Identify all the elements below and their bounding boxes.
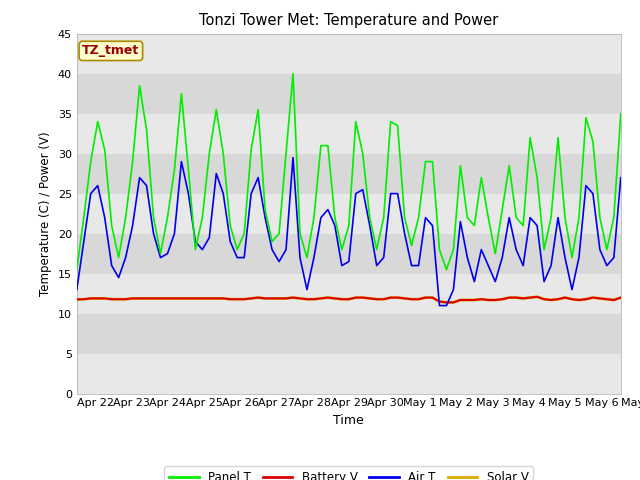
Battery V xyxy=(220,296,227,301)
Solar V xyxy=(296,296,304,301)
X-axis label: Time: Time xyxy=(333,414,364,427)
Bar xyxy=(77,73,621,114)
Air T xyxy=(436,303,444,309)
Solar V xyxy=(220,296,227,301)
Solar V xyxy=(205,296,213,301)
Solar V xyxy=(73,297,81,303)
Solar V xyxy=(289,295,297,300)
Air T xyxy=(394,191,401,196)
Panel T xyxy=(220,151,227,156)
Text: TZ_tmet: TZ_tmet xyxy=(82,44,140,58)
Panel T xyxy=(296,231,304,237)
Panel T xyxy=(617,111,625,117)
Air T xyxy=(289,155,297,160)
Air T xyxy=(220,191,227,196)
Bar xyxy=(77,354,621,394)
Solar V xyxy=(443,300,451,305)
Bar xyxy=(77,154,621,193)
Air T xyxy=(73,287,81,292)
Solar V xyxy=(387,295,394,300)
Bar xyxy=(77,34,621,73)
Battery V xyxy=(443,300,451,305)
Y-axis label: Temperature (C) / Power (V): Temperature (C) / Power (V) xyxy=(39,132,52,296)
Battery V xyxy=(289,295,297,300)
Battery V xyxy=(296,296,304,301)
Air T xyxy=(617,175,625,180)
Battery V xyxy=(73,296,81,302)
Air T xyxy=(303,287,311,292)
Air T xyxy=(296,255,304,261)
Solar V xyxy=(477,296,485,302)
Battery V xyxy=(387,295,394,300)
Panel T xyxy=(205,151,213,156)
Line: Panel T: Panel T xyxy=(77,73,621,270)
Battery V xyxy=(477,296,485,302)
Panel T xyxy=(73,267,81,273)
Air T xyxy=(205,235,213,240)
Panel T xyxy=(477,175,485,180)
Panel T xyxy=(394,123,401,129)
Solar V xyxy=(533,294,541,300)
Panel T xyxy=(289,71,297,76)
Legend: Panel T, Battery V, Air T, Solar V: Panel T, Battery V, Air T, Solar V xyxy=(164,466,533,480)
Bar xyxy=(77,274,621,313)
Title: Tonzi Tower Met: Temperature and Power: Tonzi Tower Met: Temperature and Power xyxy=(199,13,499,28)
Bar xyxy=(77,193,621,234)
Solar V xyxy=(617,295,625,300)
Battery V xyxy=(617,295,625,300)
Battery V xyxy=(205,296,213,301)
Line: Battery V: Battery V xyxy=(77,297,621,302)
Battery V xyxy=(533,294,541,300)
Panel T xyxy=(303,255,311,261)
Bar xyxy=(77,313,621,354)
Line: Solar V: Solar V xyxy=(77,297,621,302)
Bar xyxy=(77,114,621,154)
Bar xyxy=(77,234,621,274)
Air T xyxy=(484,263,492,268)
Line: Air T: Air T xyxy=(77,157,621,306)
